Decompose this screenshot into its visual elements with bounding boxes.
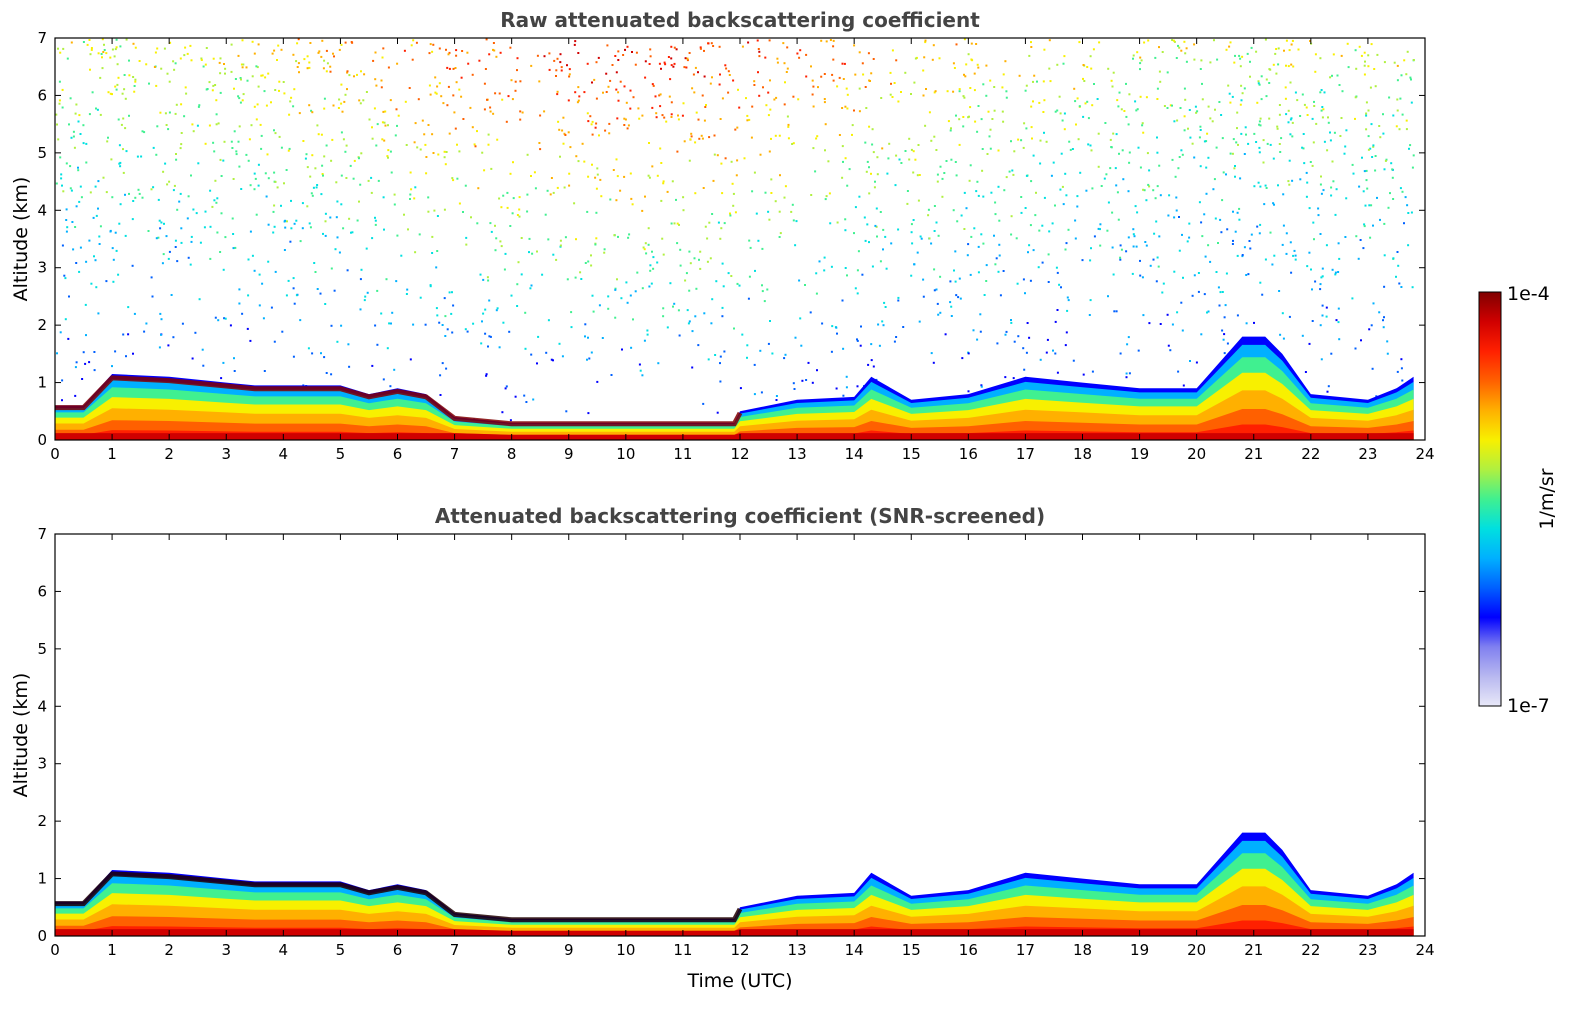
raw-x-tick-label: 16 bbox=[959, 445, 978, 463]
screened-x-tick-label: 17 bbox=[1016, 941, 1035, 959]
raw-y-tick-label: 5 bbox=[37, 144, 47, 162]
screened-y-tick-label: 7 bbox=[37, 525, 47, 543]
raw-x-tick-label: 8 bbox=[507, 445, 517, 463]
raw-backscatter-panel: Raw attenuated backscattering coefficien… bbox=[10, 8, 1435, 463]
raw-x-tick-label: 15 bbox=[902, 445, 921, 463]
raw-x-tick-label: 17 bbox=[1016, 445, 1035, 463]
screened-x-tick-label: 8 bbox=[507, 941, 517, 959]
raw-heatmap-area bbox=[55, 38, 1415, 440]
screened-x-tick-label: 5 bbox=[336, 941, 346, 959]
colorbar-unit-label: 1/m/sr bbox=[1536, 468, 1558, 529]
screened-x-tick-label: 6 bbox=[393, 941, 403, 959]
raw-x-tick-label: 7 bbox=[450, 445, 460, 463]
raw-noise-field bbox=[55, 38, 1415, 422]
raw-x-tick-label: 10 bbox=[616, 445, 635, 463]
screened-aerosol-layer-top bbox=[55, 871, 743, 923]
screened-x-tick-label: 1 bbox=[107, 941, 117, 959]
raw-x-ticks: 0 1 2 3 4 5 6 7 8 9 10 11 12 13 14 15 16 17 18 19 20 21 22 23 24 bbox=[50, 38, 1435, 463]
raw-y-axis-label: Altitude (km) bbox=[10, 177, 32, 302]
screened-x-tick-label: 16 bbox=[959, 941, 978, 959]
raw-x-tick-label: 19 bbox=[1130, 445, 1149, 463]
raw-x-tick-label: 12 bbox=[730, 445, 749, 463]
raw-aerosol-layer-top bbox=[55, 375, 743, 427]
raw-surface-band bbox=[55, 433, 1414, 440]
screened-heatmap-area bbox=[55, 832, 1414, 936]
raw-x-tick-label: 14 bbox=[845, 445, 864, 463]
raw-x-tick-label: 0 bbox=[50, 445, 60, 463]
screened-x-tick-label: 22 bbox=[1301, 941, 1320, 959]
screened-x-tick-label: 23 bbox=[1358, 941, 1377, 959]
screened-x-tick-label: 9 bbox=[564, 941, 574, 959]
screened-x-tick-label: 24 bbox=[1415, 941, 1434, 959]
screened-x-tick-label: 3 bbox=[221, 941, 231, 959]
screened-x-tick-label: 14 bbox=[845, 941, 864, 959]
raw-x-tick-label: 22 bbox=[1301, 445, 1320, 463]
raw-x-tick-label: 4 bbox=[279, 445, 289, 463]
screened-y-tick-label: 6 bbox=[37, 582, 47, 600]
screened-y-tick-label: 2 bbox=[37, 812, 47, 830]
raw-x-tick-label: 21 bbox=[1244, 445, 1263, 463]
raw-x-tick-label: 23 bbox=[1358, 445, 1377, 463]
raw-x-tick-label: 6 bbox=[393, 445, 403, 463]
screened-x-tick-label: 2 bbox=[164, 941, 174, 959]
screened-x-tick-label: 15 bbox=[902, 941, 921, 959]
screened-y-tick-label: 5 bbox=[37, 640, 47, 658]
screened-x-tick-label: 7 bbox=[450, 941, 460, 959]
screened-y-axis-label: Altitude (km) bbox=[10, 673, 32, 798]
screened-x-tick-label: 0 bbox=[50, 941, 60, 959]
raw-x-tick-label: 18 bbox=[1073, 445, 1092, 463]
screened-x-tick-label: 4 bbox=[279, 941, 289, 959]
raw-x-tick-label: 5 bbox=[336, 445, 346, 463]
raw-y-tick-label: 6 bbox=[37, 86, 47, 104]
raw-x-tick-label: 2 bbox=[164, 445, 174, 463]
colorbar-min-label: 1e-7 bbox=[1507, 695, 1550, 717]
screened-x-tick-label: 21 bbox=[1244, 941, 1263, 959]
raw-y-tick-label: 4 bbox=[37, 201, 47, 219]
raw-x-tick-label: 3 bbox=[221, 445, 231, 463]
raw-x-tick-label: 13 bbox=[788, 445, 807, 463]
raw-y-tick-label: 7 bbox=[37, 29, 47, 47]
raw-y-tick-label: 2 bbox=[37, 316, 47, 334]
raw-x-tick-label: 9 bbox=[564, 445, 574, 463]
screened-y-tick-label: 3 bbox=[37, 755, 47, 773]
screened-x-tick-label: 19 bbox=[1130, 941, 1149, 959]
raw-x-tick-label: 1 bbox=[107, 445, 117, 463]
screened-panel-title: Attenuated backscattering coefficient (S… bbox=[435, 504, 1045, 528]
raw-y-tick-label: 3 bbox=[37, 259, 47, 277]
raw-y-tick-label: 1 bbox=[37, 374, 47, 392]
screened-x-tick-label: 11 bbox=[673, 941, 692, 959]
raw-y-tick-label: 0 bbox=[37, 431, 47, 449]
colorbar-max-label: 1e-4 bbox=[1507, 283, 1550, 305]
screened-x-ticks: 0 1 2 3 4 5 6 7 8 9 10 11 12 13 14 15 16 17 18 19 20 21 22 23 24 bbox=[50, 534, 1435, 959]
screened-boundary-layer bbox=[55, 832, 1414, 936]
raw-x-tick-label: 11 bbox=[673, 445, 692, 463]
raw-x-tick-label: 20 bbox=[1187, 445, 1206, 463]
colorbar: 1e-4 1e-7 1/m/sr bbox=[1478, 283, 1558, 717]
raw-y-ticks: 0 1 2 3 4 5 6 7 bbox=[37, 29, 1425, 449]
screened-x-tick-label: 20 bbox=[1187, 941, 1206, 959]
screened-x-tick-label: 13 bbox=[788, 941, 807, 959]
screened-y-tick-label: 0 bbox=[37, 927, 47, 945]
raw-panel-title: Raw attenuated backscattering coefficien… bbox=[500, 8, 980, 32]
screened-x-tick-label: 10 bbox=[616, 941, 635, 959]
screened-y-tick-label: 4 bbox=[37, 697, 47, 715]
screened-x-tick-label: 12 bbox=[730, 941, 749, 959]
raw-boundary-layer bbox=[55, 336, 1414, 440]
screened-backscatter-panel: Attenuated backscattering coefficient (S… bbox=[10, 504, 1435, 992]
screened-y-ticks: 0 1 2 3 4 5 6 7 bbox=[37, 525, 1425, 945]
screened-surface-band bbox=[55, 929, 1414, 936]
raw-x-tick-label: 24 bbox=[1415, 445, 1434, 463]
screened-x-tick-label: 18 bbox=[1073, 941, 1092, 959]
x-axis-label: Time (UTC) bbox=[686, 970, 792, 992]
screened-y-tick-label: 1 bbox=[37, 870, 47, 888]
colorbar-scale bbox=[1478, 291, 1502, 707]
